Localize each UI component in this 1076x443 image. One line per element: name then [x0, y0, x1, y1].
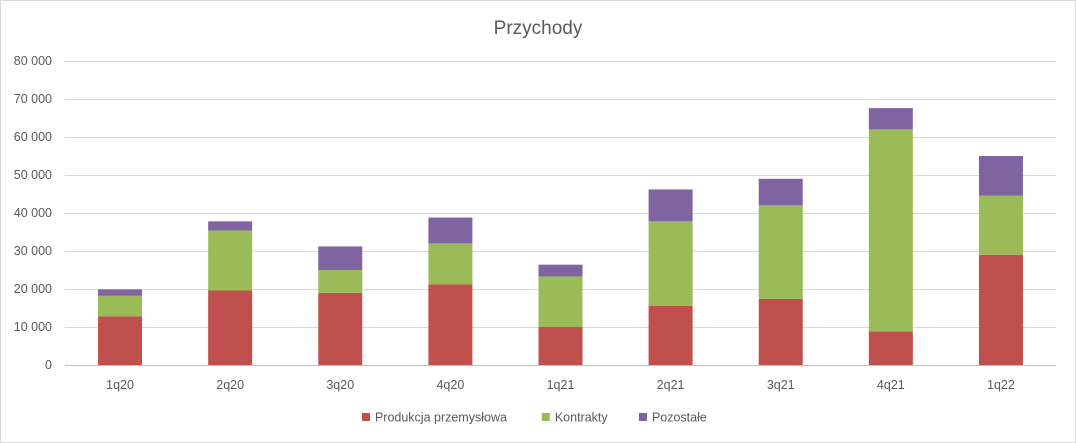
y-tick-label: 30 000 [14, 244, 52, 258]
y-tick-label: 70 000 [14, 92, 52, 106]
x-tick-label: 3q20 [326, 378, 354, 392]
bar-segment [208, 290, 253, 365]
bars [98, 108, 1023, 365]
bar-segment [318, 292, 363, 365]
bar-segment [98, 289, 143, 296]
legend: Produkcja przemysłowa Kontrakty Pozostałe [361, 411, 707, 425]
x-tick-label: 1q22 [987, 378, 1015, 392]
y-tick-label: 0 [45, 358, 52, 372]
y-tick-label: 40 000 [14, 206, 52, 220]
y-tick-label: 80 000 [14, 54, 52, 68]
bar-segment [98, 316, 143, 365]
x-tick-label: 2q20 [216, 378, 244, 392]
x-tick-label: 3q21 [767, 378, 795, 392]
bar-segment [98, 295, 143, 317]
x-tick-label: 1q21 [547, 378, 575, 392]
bar-segment [428, 284, 473, 365]
bar-segment [978, 254, 1023, 365]
y-tick-label: 10 000 [14, 320, 52, 334]
legend-swatch [361, 413, 370, 421]
bar-segment [208, 221, 253, 231]
bar-segment [758, 298, 803, 365]
bar-segment [868, 129, 913, 332]
bar-segment [538, 276, 583, 327]
x-tick-label: 4q20 [436, 378, 464, 392]
bar-segment [538, 264, 583, 277]
bar-segment [318, 246, 363, 270]
bar-segment [978, 156, 1023, 196]
bar-segment [428, 217, 473, 244]
bar-segment [648, 305, 693, 365]
bar-segment [318, 270, 363, 293]
legend-swatch [638, 413, 647, 421]
x-tick-label: 4q21 [877, 378, 905, 392]
legend-label: Kontrakty [555, 411, 609, 425]
x-axis-ticks: 1q20 2q20 3q20 4q20 1q21 2q21 3q21 4q21 1q22 [106, 378, 1015, 392]
legend-swatch [541, 413, 550, 421]
y-tick-label: 60 000 [14, 130, 52, 144]
bar-segment [538, 327, 583, 365]
chart-title: Przychody [494, 18, 583, 39]
x-tick-label: 1q20 [106, 378, 134, 392]
bar-segment [978, 195, 1023, 255]
bar-segment [758, 178, 803, 206]
bar-segment [868, 108, 913, 130]
legend-label: Pozostałe [652, 411, 707, 425]
legend-label: Produkcja przemysłowa [375, 411, 507, 425]
bar-segment [758, 205, 803, 299]
y-axis-ticks: 0 10 000 20 000 30 000 40 000 50 000 60 000 70 … [14, 54, 52, 372]
y-tick-label: 50 000 [14, 168, 52, 182]
x-tick-label: 2q21 [657, 378, 685, 392]
bar-segment [428, 243, 473, 285]
bar-segment [648, 189, 693, 222]
bar-segment [648, 221, 693, 306]
y-tick-label: 20 000 [14, 282, 52, 296]
bar-segment [208, 230, 253, 291]
bar-segment [868, 331, 913, 365]
